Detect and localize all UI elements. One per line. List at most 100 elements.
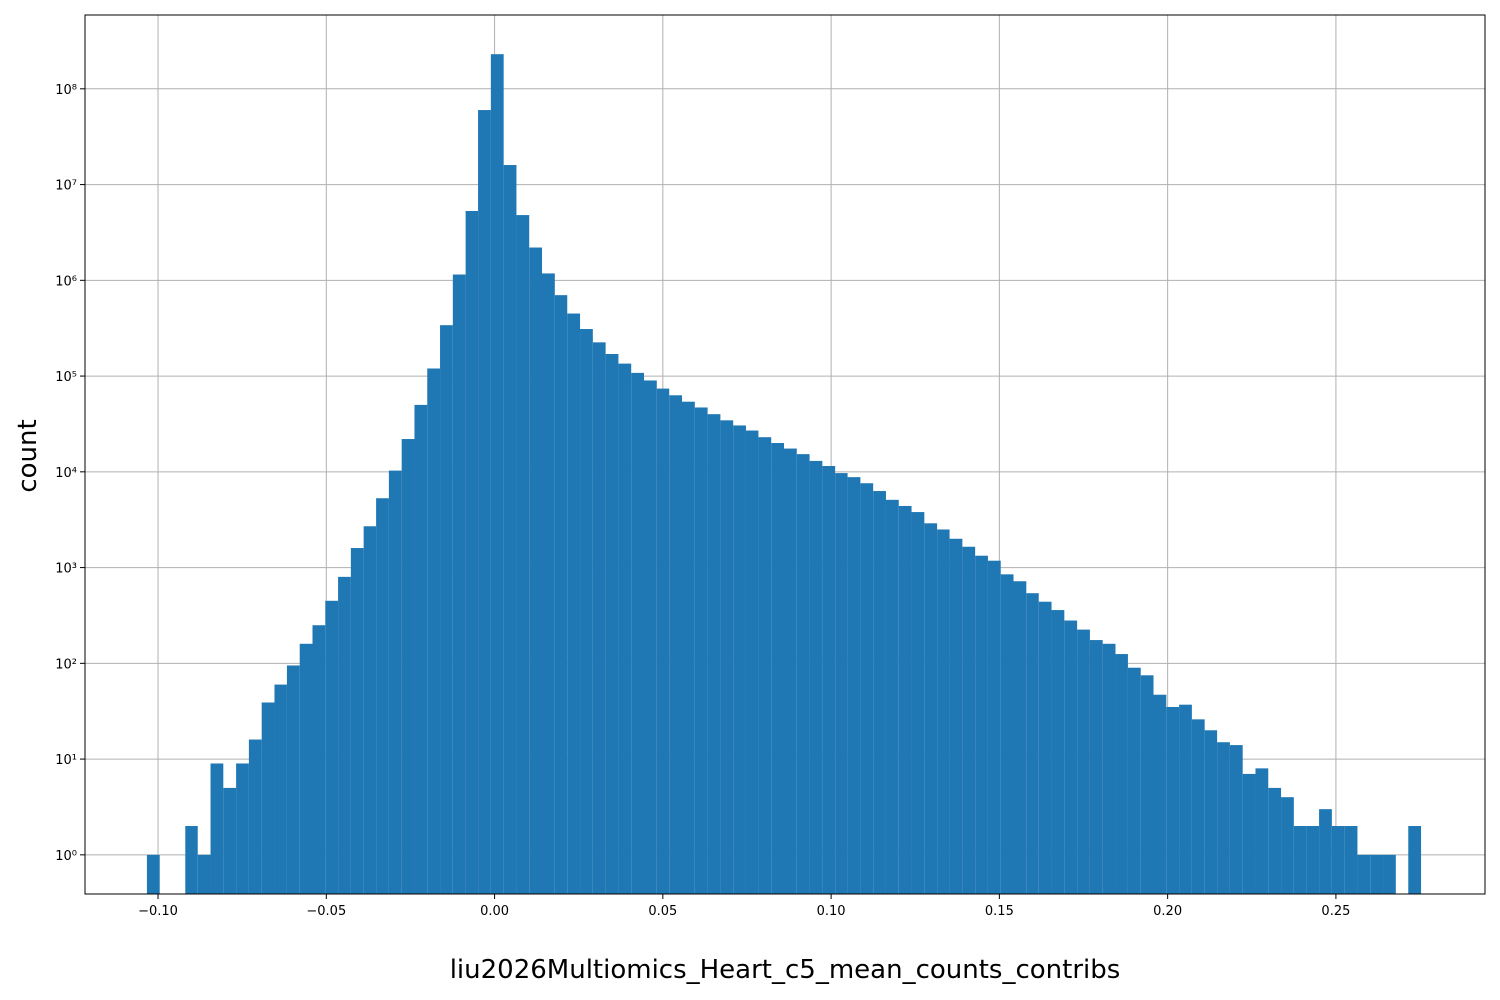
bar	[1064, 620, 1078, 894]
bar	[847, 477, 861, 894]
x-tick-label: 0.10	[817, 904, 846, 919]
bar	[1357, 854, 1371, 894]
y-tick-label: 10³	[55, 562, 77, 577]
bar	[529, 247, 543, 894]
bar	[580, 329, 593, 895]
bar	[338, 576, 351, 894]
bar	[1026, 593, 1039, 894]
bar	[733, 425, 746, 894]
bar	[210, 763, 224, 894]
bar	[286, 665, 300, 894]
bar	[809, 460, 823, 894]
bar	[720, 420, 734, 894]
bar	[758, 437, 772, 894]
y-tick-label: 10⁷	[55, 179, 77, 194]
bar	[312, 625, 326, 894]
bar	[376, 498, 389, 894]
bar	[796, 454, 810, 894]
bar	[1370, 854, 1384, 894]
bar	[1127, 667, 1141, 894]
bar	[885, 499, 899, 894]
ticks: −0.10 −0.05 0.00 0.05 0.10 0.15 0.20 0.25 10⁰ 10¹…	[55, 83, 1350, 919]
bar	[1255, 768, 1269, 894]
bar	[1153, 694, 1167, 894]
bar	[478, 110, 491, 894]
bar	[1166, 706, 1180, 894]
bar	[567, 313, 581, 894]
bar	[669, 395, 683, 894]
bar	[1293, 826, 1307, 894]
bar	[1140, 675, 1154, 894]
bar	[261, 702, 275, 894]
bar	[197, 854, 211, 894]
bar	[1344, 826, 1358, 894]
bar	[631, 372, 644, 894]
bar	[185, 826, 198, 894]
bar	[554, 295, 568, 894]
bar	[898, 505, 912, 894]
bar	[1115, 654, 1128, 894]
bar	[1013, 581, 1027, 894]
bar	[605, 354, 619, 895]
bar	[503, 165, 517, 894]
bar	[949, 538, 963, 894]
y-tick-label: 10¹	[55, 753, 77, 768]
bar	[1331, 826, 1345, 894]
bar	[401, 439, 415, 894]
bar	[146, 854, 160, 894]
bar	[490, 54, 504, 894]
bar	[542, 273, 555, 894]
x-tick-label: 0.20	[1153, 904, 1182, 919]
bar	[860, 483, 874, 894]
bar	[1229, 745, 1243, 894]
bar	[924, 523, 938, 894]
y-tick-label: 10⁸	[55, 83, 77, 98]
bar	[1383, 854, 1396, 894]
bar	[465, 210, 479, 895]
bar	[618, 363, 632, 895]
bar	[350, 548, 364, 894]
bar	[1268, 787, 1282, 894]
y-tick-label: 10⁰	[55, 849, 77, 864]
bar	[835, 473, 848, 894]
bar	[987, 560, 1001, 894]
bar	[1319, 809, 1332, 894]
bar	[1191, 719, 1205, 894]
bar	[427, 368, 441, 894]
bar	[236, 763, 249, 894]
bars	[146, 54, 1422, 895]
y-tick-label: 10⁵	[55, 370, 77, 385]
bar	[682, 401, 695, 894]
x-tick-label: −0.05	[306, 904, 346, 919]
bar	[1242, 773, 1256, 894]
y-tick-label: 10⁴	[55, 466, 77, 481]
bar	[1089, 640, 1103, 894]
bar	[1077, 629, 1090, 894]
x-tick-label: 0.25	[1321, 904, 1350, 919]
x-tick-label: 0.00	[480, 904, 509, 919]
bar	[911, 512, 925, 894]
y-tick-label: 10⁶	[55, 274, 77, 289]
bar	[937, 529, 950, 894]
bar	[694, 407, 708, 894]
bar	[1179, 704, 1192, 894]
x-tick-label: 0.05	[648, 904, 677, 919]
bar	[1038, 601, 1052, 894]
bar	[1000, 574, 1014, 894]
bar	[873, 491, 886, 894]
bar	[1281, 797, 1294, 894]
bar	[962, 546, 976, 894]
bar	[325, 600, 339, 894]
bar	[299, 643, 313, 894]
bar	[414, 404, 428, 894]
bar	[783, 448, 797, 894]
bar	[388, 470, 402, 894]
x-tick-label: 0.15	[985, 904, 1014, 919]
y-tick-label: 10²	[55, 657, 77, 672]
plot-frame	[84, 14, 1486, 895]
bar	[440, 325, 453, 894]
bar	[274, 684, 287, 894]
y-axis-label: count	[13, 419, 43, 492]
bar	[516, 215, 530, 895]
bar	[592, 342, 606, 894]
